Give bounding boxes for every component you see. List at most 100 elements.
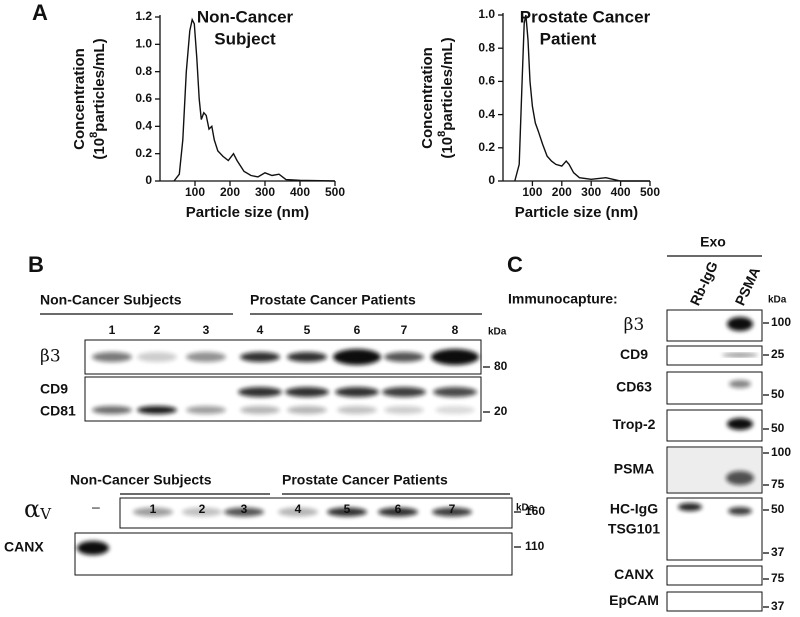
kda-label: 20 [494, 404, 508, 418]
kda-title: kDa [516, 503, 535, 514]
y-tick-label: 0 [145, 173, 152, 187]
blot-band [729, 380, 751, 388]
x-axis-label: Particle size (nm) [186, 204, 309, 221]
blot-band [240, 406, 280, 414]
y-label-sup: 8 [436, 131, 448, 137]
blot-band [137, 406, 177, 414]
y-tick-label: 1.0 [478, 7, 495, 21]
kda-label: 50 [771, 421, 785, 435]
lane-number: 8 [452, 323, 459, 337]
blot-band [77, 541, 109, 555]
kda-title: kDa [768, 295, 787, 306]
chart-title: Non-Cancer [197, 7, 294, 26]
kda-label: 25 [771, 347, 785, 361]
y-axis-label: Concentration [419, 47, 436, 149]
y-tick-label: 1.0 [135, 37, 152, 51]
x-axis-label: Particle size (nm) [515, 204, 638, 221]
blot [74, 532, 513, 576]
blot-band [92, 406, 132, 414]
lane-number: 4 [257, 323, 264, 337]
group-label: Non-Cancer Subjects [70, 472, 212, 488]
blot-band [238, 387, 282, 397]
blot-band [278, 507, 318, 517]
blot [666, 446, 763, 494]
x-tick-label: 100 [522, 185, 542, 199]
lane-number: 3 [203, 323, 210, 337]
blot-band [133, 507, 173, 517]
lane-number: 5 [304, 323, 311, 337]
kda-title: kDa [488, 327, 507, 338]
blot-band [224, 507, 264, 517]
x-tick-label: 500 [325, 185, 345, 199]
row-label: HC-IgG [610, 501, 658, 517]
blot [666, 371, 763, 405]
lane-mark: – [92, 499, 100, 515]
blot-band [182, 507, 222, 517]
blot-band [727, 317, 753, 331]
kda-label: 160 [525, 504, 545, 518]
blot-band [378, 507, 418, 517]
kda-label: 50 [771, 502, 785, 516]
chart-title: Prostate Cancer [520, 7, 651, 26]
kda-label: 50 [771, 387, 785, 401]
y-label-part: particles/mL) [91, 38, 108, 131]
lane-number: 1 [109, 323, 116, 337]
blot [666, 345, 763, 366]
row-label: β3 [40, 347, 61, 367]
data-line [514, 14, 650, 182]
x-tick-label: 400 [290, 185, 310, 199]
blot-band [92, 352, 132, 362]
row-label: CD63 [616, 379, 652, 395]
blot-band [728, 507, 752, 515]
blot-band [327, 507, 367, 517]
y-label-part: (10 [91, 138, 108, 160]
y-label-part: particles/mL) [439, 37, 456, 130]
kda-label: 110 [525, 539, 545, 553]
row-label: CANX [614, 566, 654, 582]
blot-band [382, 387, 426, 397]
chart-title: Subject [214, 29, 276, 48]
blot [666, 591, 763, 612]
y-tick-label: 0.6 [478, 74, 495, 88]
blot [84, 376, 482, 422]
blot-band [727, 418, 753, 430]
lane-number: 2 [154, 323, 161, 337]
y-axis-label: (108particles/mL) [436, 37, 456, 158]
x-tick-label: 100 [185, 185, 205, 199]
kda-label: 100 [771, 315, 791, 329]
data-line [173, 17, 336, 182]
blot-band [431, 349, 479, 365]
blot-band [384, 406, 424, 414]
blot-band [137, 352, 177, 362]
blot-band [285, 387, 329, 397]
y-axis-label: Concentration [71, 48, 88, 150]
group-label: Prostate Cancer Patients [250, 292, 416, 308]
row-label: EpCAM [609, 592, 659, 608]
blot [666, 565, 763, 586]
blot-band [186, 406, 226, 414]
y-tick-label: 0.8 [478, 40, 495, 54]
kda-label: 37 [771, 599, 785, 613]
kda-label: 37 [771, 545, 785, 559]
row-label: PSMA [614, 461, 654, 477]
blot-band [337, 406, 377, 414]
row-label: Trop-2 [613, 416, 656, 432]
lane-number: 7 [401, 323, 408, 337]
y-tick-label: 0.4 [478, 107, 495, 121]
blot-band [186, 352, 226, 362]
row-label: αV [24, 495, 52, 524]
blot-band [287, 406, 327, 414]
lane-label: PSMA [732, 264, 764, 307]
immunocapture-label: Immunocapture: [508, 291, 618, 307]
x-tick-label: 200 [220, 185, 240, 199]
row-label: CD9 [40, 381, 68, 397]
y-tick-label: 0.2 [135, 146, 152, 160]
lane-number: 6 [354, 323, 361, 337]
group-label: Prostate Cancer Patients [282, 472, 448, 488]
header: Exo [700, 234, 726, 250]
blot-band [333, 349, 381, 365]
x-tick-label: 300 [581, 185, 601, 199]
kda-label: 75 [771, 477, 785, 491]
kda-label: 75 [771, 571, 785, 585]
panel-label: C [507, 252, 523, 277]
